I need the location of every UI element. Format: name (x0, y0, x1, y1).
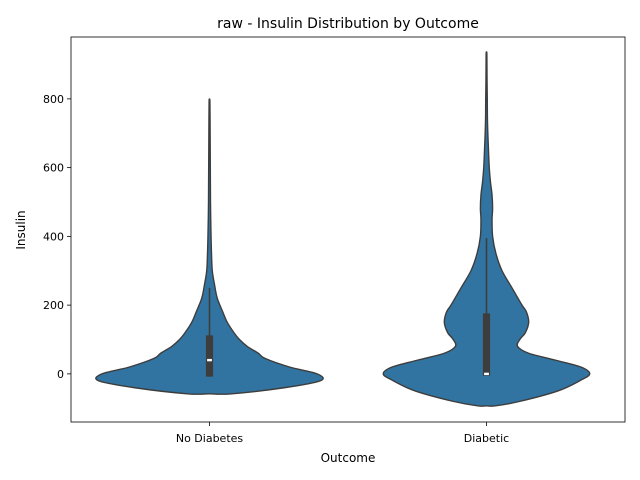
violin-no-diabetes (95, 98, 324, 395)
x-axis-label: Outcome (321, 451, 376, 465)
plot-area (95, 51, 591, 407)
y-tick-label: 600 (43, 162, 64, 175)
y-tick-label: 800 (43, 93, 64, 106)
y-axis-label: Insulin (14, 210, 28, 249)
chart-title: raw - Insulin Distribution by Outcome (217, 16, 479, 32)
violin-body-no-diabetes (95, 98, 324, 395)
y-tick-label: 200 (43, 299, 64, 312)
y-tick-label: 400 (43, 230, 64, 243)
iqr-box-no-diabetes (205, 335, 214, 377)
axes: 0 200 400 600 800 No Diabetes Diabetic (43, 36, 626, 445)
median-marker-no-diabetes (207, 358, 212, 362)
plot-frame (70, 36, 626, 423)
y-tick-label: 0 (57, 368, 64, 381)
x-tick-label: Diabetic (464, 432, 509, 445)
iqr-box-diabetic (482, 313, 491, 376)
violin-diabetic (382, 51, 591, 407)
violin-body-diabetic (382, 51, 591, 407)
x-tick-label: No Diabetes (176, 432, 244, 445)
median-marker-diabetic (484, 372, 489, 376)
